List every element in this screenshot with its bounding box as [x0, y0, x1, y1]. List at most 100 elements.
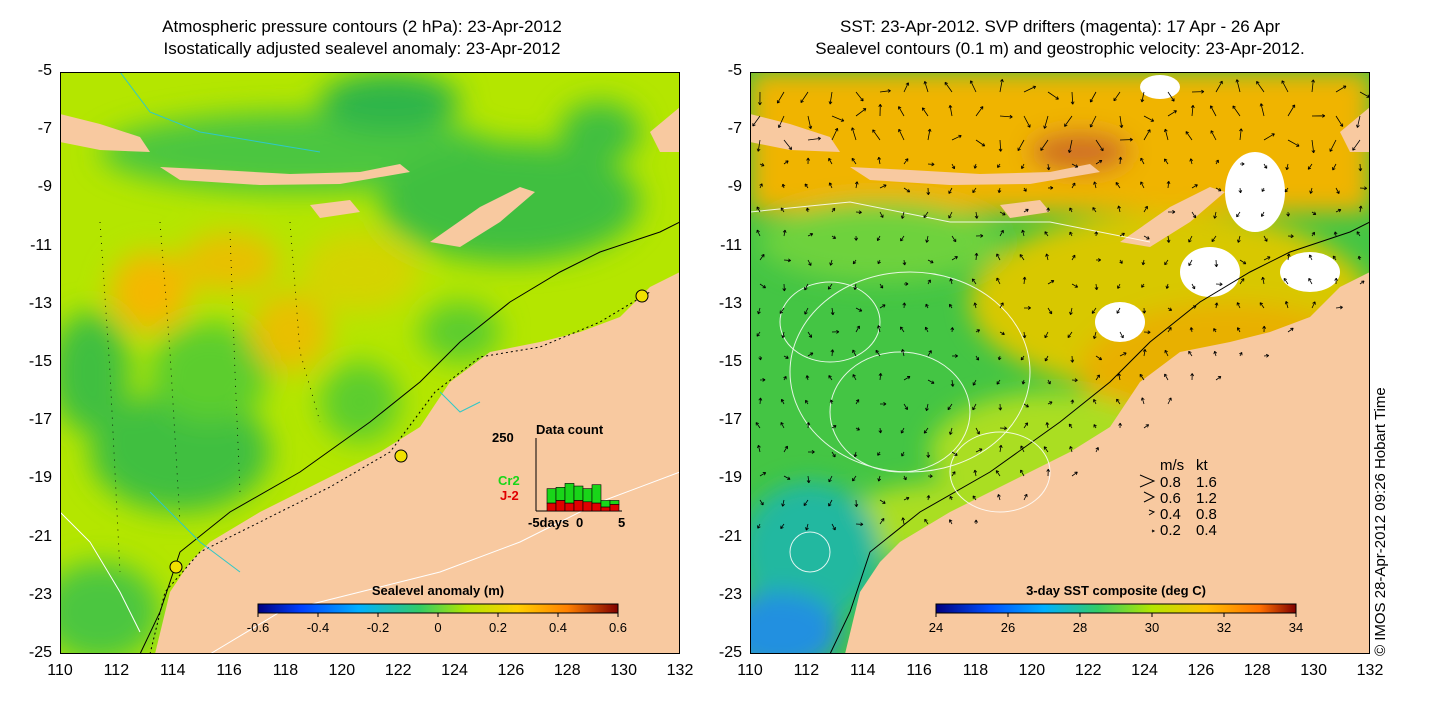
velocity-arrow [998, 444, 1003, 453]
velocity-arrow [807, 352, 814, 357]
velocity-arrow [1071, 378, 1078, 383]
velocity-arrow [828, 375, 833, 381]
velocity-arrow [759, 283, 767, 289]
velocity-arrow [999, 426, 1008, 431]
velocity-arrow [804, 283, 809, 291]
colorbar-tick-label: 32 [1217, 620, 1231, 635]
velocity-arrow [999, 79, 1004, 93]
left-ytick: -25 [28, 644, 52, 661]
velocity-arrow [805, 375, 810, 381]
velocity-arrow [828, 182, 833, 189]
velocity-arrow [927, 379, 935, 384]
hist-xlabel-zero: 0 [576, 515, 583, 530]
velocity-arrow [1071, 163, 1079, 168]
velocity-arrow [1263, 235, 1268, 242]
velocity-arrow [1356, 231, 1361, 237]
velocity-arrow [782, 229, 787, 237]
velocity-arrow [972, 187, 977, 194]
left-xtick: 118 [272, 662, 299, 679]
velocity-arrow [1188, 350, 1193, 357]
velocity-arrow [807, 259, 812, 266]
velocity-arrow [1047, 379, 1051, 385]
velocity-arrow [1261, 187, 1265, 192]
velocity-arrow [852, 349, 857, 357]
velocity-arrow [1047, 280, 1055, 285]
velocity-arrow [757, 523, 761, 529]
velocity-arrow [807, 331, 813, 338]
left-xtick: 122 [384, 662, 412, 679]
velocity-arrow [1093, 398, 1097, 405]
left-xtick: 126 [497, 662, 525, 679]
velocity-arrow [971, 278, 977, 285]
velocity-arrow [974, 519, 978, 525]
hist-bar-cr2 [591, 484, 602, 504]
velocity-arrow [879, 517, 885, 525]
velocity-arrow [1093, 181, 1097, 189]
velocity-arrow [1095, 447, 1099, 453]
velocity-arrow [1357, 255, 1362, 261]
velocity-arrow [996, 253, 1001, 261]
velocity-arrow [901, 451, 905, 457]
velocity-arrow [828, 499, 833, 507]
velocity-arrow [1094, 283, 1099, 291]
velocity-arrow [1237, 327, 1241, 333]
flores-island-right [850, 164, 1100, 185]
velocity-arrow [1311, 113, 1326, 118]
left-ytick: -21 [28, 527, 52, 545]
velocity-arrow [877, 325, 881, 333]
velocity-arrow [1335, 305, 1343, 310]
velocity-arrow [925, 235, 929, 243]
velocity-arrow [1334, 277, 1339, 285]
velocity-arrow [877, 259, 881, 265]
left-ytick: -19 [28, 469, 52, 487]
velocity-arrow [1287, 139, 1300, 147]
velocity-arrow [999, 302, 1004, 309]
sla-colorbar: Sealevel anomaly (m) -0.6 -0.4 -0.2 0 0.2 0.4… [247, 583, 627, 635]
velocity-arrow [831, 425, 837, 429]
velocity-arrow [997, 355, 1002, 361]
velocity-arrow [1284, 301, 1289, 309]
velocity-arrow [879, 211, 884, 218]
velocity-arrow [831, 329, 840, 334]
velocity-arrow [1040, 139, 1049, 151]
velocity-arrow [1256, 81, 1265, 93]
velocity-arrow [1191, 89, 1205, 94]
velocity-arrow [1119, 115, 1124, 128]
velocity-arrow [781, 331, 786, 339]
right-xtick: 124 [1131, 662, 1158, 679]
flores-island [160, 164, 410, 185]
velocity-arrow [1167, 210, 1176, 214]
right-ytick: -25 [718, 644, 742, 661]
velocity-arrow [1119, 259, 1123, 264]
sla-colorbar-label: Sealevel anomaly (m) [372, 583, 504, 598]
velocity-arrow [925, 303, 929, 309]
velocity-arrow [1164, 349, 1169, 357]
velocity-arrow [1260, 211, 1265, 217]
velocity-arrow [972, 379, 977, 386]
velocity-arrow [1017, 139, 1025, 152]
velocity-arrow [828, 157, 833, 165]
velocity-arrow [903, 496, 910, 501]
velocity-arrow [1263, 256, 1271, 261]
colorbar-tick-label: 30 [1145, 620, 1159, 635]
legend-kt-0: 1.6 [1196, 474, 1217, 491]
velocity-arrow [974, 211, 979, 219]
velocity-arrow [783, 445, 788, 453]
velocity-arrow [875, 349, 881, 357]
velocity-arrow [855, 325, 860, 333]
hist-bar-cr2 [573, 485, 584, 501]
colorbar-tick-label: 26 [1001, 620, 1015, 635]
velocity-arrow [1164, 373, 1169, 381]
velocity-arrow [1214, 302, 1219, 309]
left-ytick: -7 [37, 120, 52, 138]
velocity-arrow [1263, 133, 1275, 141]
velocity-arrow [1068, 423, 1073, 429]
velocity-arrow [1140, 181, 1145, 189]
velocity-arrow [1311, 211, 1317, 215]
velocity-arrow [924, 326, 929, 333]
velocity-arrow [944, 81, 953, 93]
velocity-arrow [951, 163, 956, 170]
velocity-arrow [855, 91, 864, 102]
velocity-arrow [926, 495, 931, 501]
velocity-arrow [758, 397, 763, 405]
